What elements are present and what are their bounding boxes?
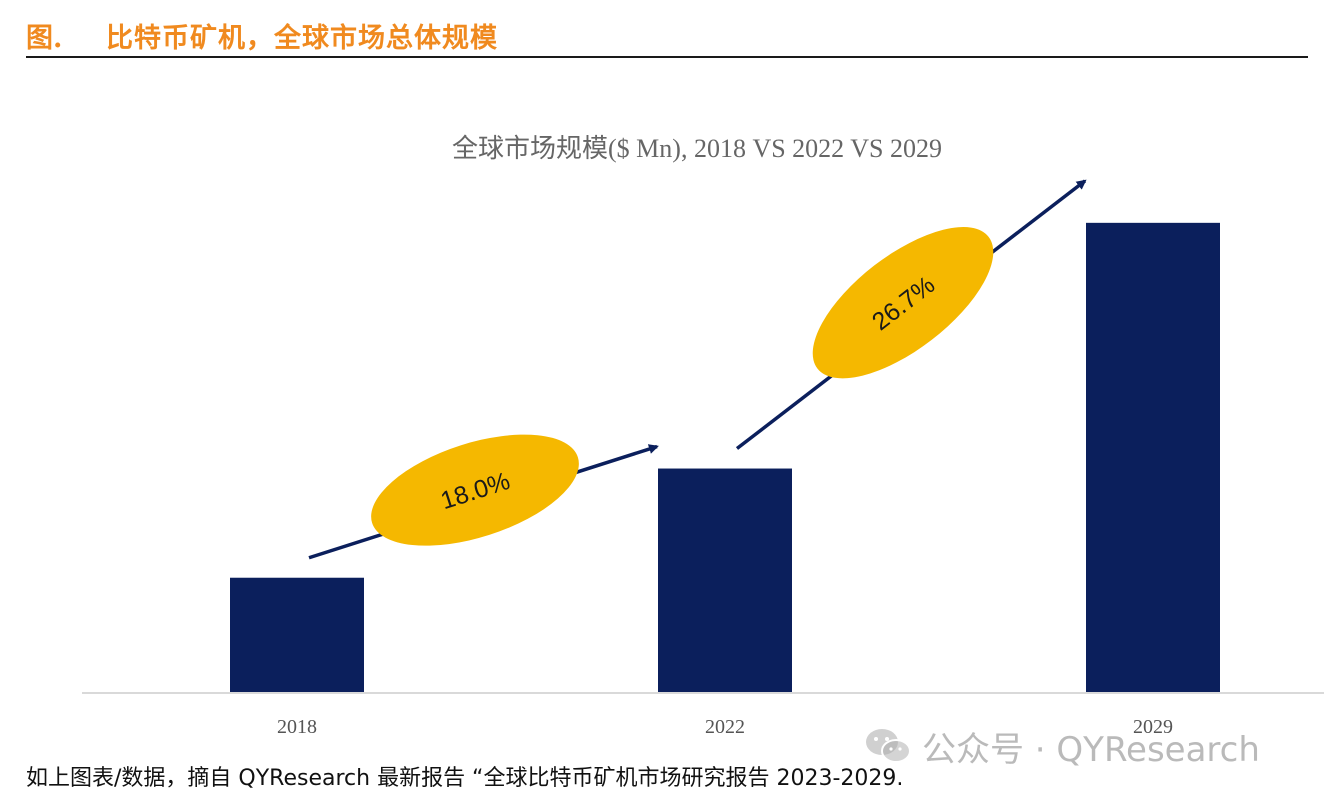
- figure-title: 比特币矿机，全球市场总体规模: [106, 23, 498, 54]
- growth-annotations: 18.0%26.7%: [308, 179, 1087, 560]
- chart-title: 全球市场规模($ Mn), 2018 VS 2022 VS 2029: [452, 134, 942, 163]
- bar-2029: [1086, 222, 1220, 694]
- x-tick-2018: 2018: [277, 716, 317, 738]
- bar-2018: [230, 577, 364, 693]
- watermark-text: 公众号 · QYResearch: [922, 729, 1260, 770]
- watermark: 公众号 · QYResearch: [864, 726, 1260, 770]
- x-axis-ticks: 2018 2022 2029: [277, 716, 1173, 738]
- x-tick-2029: 2029: [1133, 716, 1173, 738]
- wechat-icon: [866, 729, 911, 763]
- growth-ellipse-2022-2029: [812, 227, 994, 379]
- figure-header: 图. 比特币矿机，全球市场总体规模: [26, 12, 1308, 58]
- figure-label: 图.: [26, 23, 63, 54]
- growth-ellipse-2018-2022: [371, 434, 579, 546]
- footer-note: 如上图表/数据，摘自 QYResearch 最新报告 “全球比特币矿机市场研究报…: [26, 766, 904, 791]
- x-tick-2022: 2022: [705, 716, 745, 738]
- bars: [230, 222, 1220, 694]
- bar-2022: [658, 468, 792, 693]
